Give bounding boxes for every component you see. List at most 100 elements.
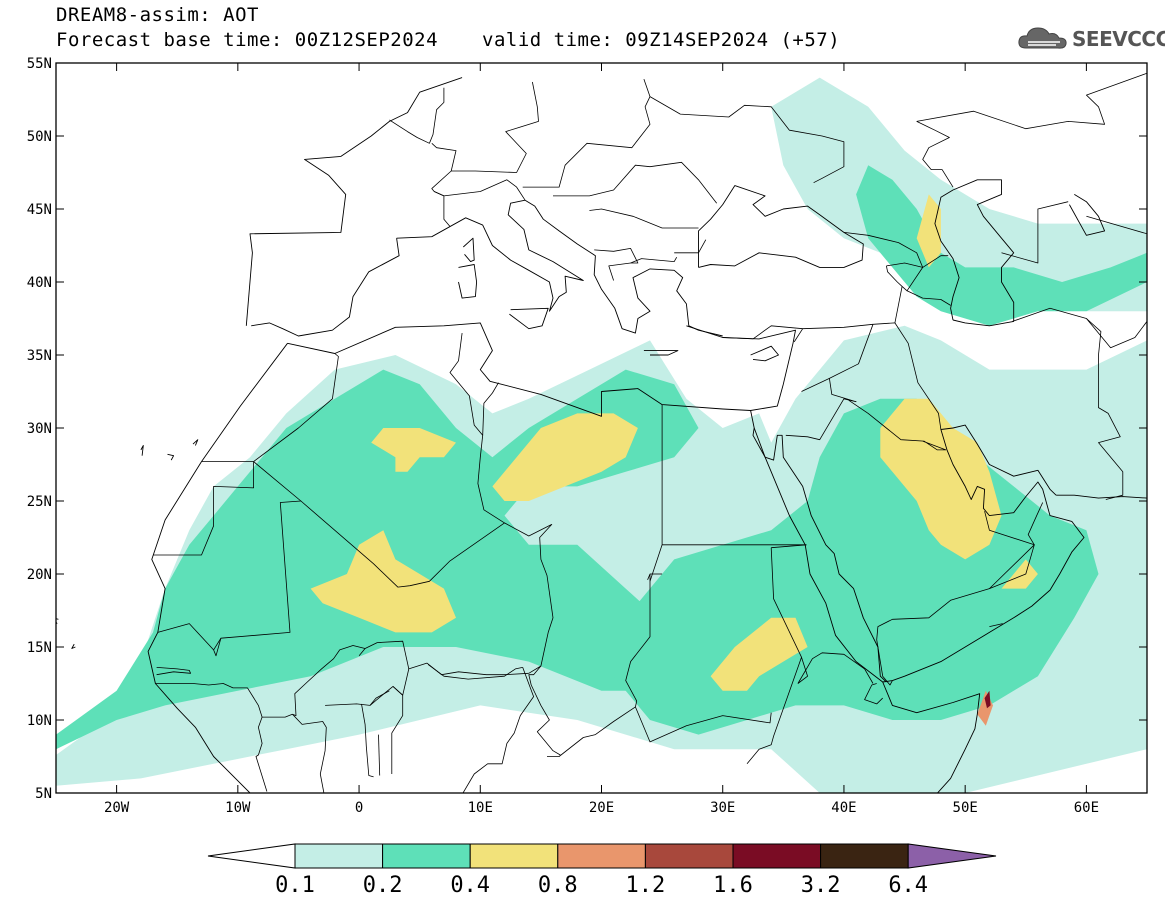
country-border: [361, 703, 374, 778]
country-borders: [153, 72, 1147, 793]
coastlines: [56, 77, 1147, 793]
country-border: [157, 623, 214, 651]
country-border: [801, 378, 830, 392]
colorbar-low-triangle: [207, 843, 296, 869]
country-border: [369, 662, 529, 706]
coastline: [167, 453, 175, 461]
colorbar-label: 1.2: [626, 873, 666, 898]
lon-tick-label: 0: [355, 800, 363, 816]
logo-text: SEEVCCC: [1072, 27, 1165, 51]
coastline: [251, 238, 400, 337]
coastline: [750, 410, 1085, 683]
aot-region-c04: [1001, 559, 1038, 589]
lon-tick-label: 20W: [104, 800, 130, 816]
country-border: [449, 333, 505, 524]
lon-tick-label: 40E: [831, 800, 856, 816]
coastline: [952, 424, 1057, 496]
country-border: [793, 323, 874, 343]
coastline: [140, 445, 144, 456]
lat-tick-label: 45N: [27, 202, 52, 218]
country-border: [378, 734, 381, 776]
lat-tick-label: 55N: [27, 56, 52, 72]
country-border: [255, 716, 268, 792]
country-border: [1086, 318, 1147, 349]
country-border: [292, 713, 327, 793]
country-border: [594, 247, 639, 281]
country-border: [358, 640, 410, 669]
country-border: [153, 461, 255, 556]
coastline: [458, 264, 478, 299]
country-border: [547, 706, 636, 757]
coastline: [147, 343, 288, 793]
coastline: [882, 681, 981, 793]
lat-tick-label: 25N: [27, 494, 52, 510]
aot-region-c04: [880, 398, 1002, 560]
coastline: [462, 237, 475, 263]
lat-tick-label: 50N: [27, 129, 52, 145]
country-border: [155, 683, 293, 718]
colorbar-high-triangle: [907, 843, 997, 869]
country-border: [797, 652, 874, 684]
lon-tick-label: 10W: [225, 800, 251, 816]
country-border: [785, 322, 942, 441]
coastline: [192, 439, 199, 446]
country-border: [864, 683, 883, 705]
country-border: [886, 262, 924, 292]
cloud-icon: [1018, 27, 1067, 49]
aot-region-c16: [984, 690, 991, 709]
colorbar-label: 6.4: [888, 873, 928, 898]
country-border: [451, 81, 539, 173]
country-border: [431, 143, 457, 227]
country-border: [906, 290, 951, 306]
forecast-base-time: Forecast base time: 00Z12SEP2024: [56, 29, 439, 51]
lat-tick-label: 5N: [35, 786, 52, 802]
coastline: [934, 179, 1015, 327]
valid-time: valid time: 09Z14SEP2024 (+57): [482, 29, 841, 51]
forecast-times: Forecast base time: 00Z12SEP2024 valid ti…: [56, 29, 840, 51]
coastline: [396, 199, 584, 312]
colorbar-label: 0.2: [363, 873, 403, 898]
country-border: [389, 87, 445, 144]
country-border: [876, 502, 1044, 686]
lat-tick-label: 30N: [27, 421, 52, 437]
country-border: [1086, 215, 1147, 235]
lon-tick-label: 50E: [953, 800, 978, 816]
lon-tick-label: 30E: [710, 800, 735, 816]
aot-region-c04: [492, 413, 638, 501]
colorbar-segment: [382, 843, 471, 869]
coastline: [1056, 494, 1147, 499]
colorbar-segment: [732, 843, 822, 869]
colorbar-label: 0.8: [538, 873, 578, 898]
country-border: [434, 179, 526, 201]
country-border: [843, 232, 949, 268]
coastline: [750, 345, 779, 362]
lat-tick-label: 35N: [27, 348, 52, 364]
aot-region-c04: [710, 617, 808, 691]
coastline: [287, 322, 796, 417]
colorbar-segment: [469, 843, 559, 869]
country-border: [746, 657, 802, 765]
country-border: [325, 690, 390, 706]
country-border: [292, 645, 366, 716]
coastline: [1069, 194, 1106, 236]
country-border: [522, 78, 651, 188]
aot-region-c04: [371, 428, 456, 472]
coastline: [509, 307, 549, 330]
lat-tick-label: 10N: [27, 713, 52, 729]
colorbar-label: 0.1: [275, 873, 315, 898]
country-border: [1001, 201, 1069, 264]
lat-tick-label: 40N: [27, 275, 52, 291]
latitude-axis: 55N 50N 45N 40N 35N 30N 25N 20N 15N 10N 5N: [27, 56, 1147, 802]
lon-tick-label: 10E: [468, 800, 493, 816]
colorbar-segment: [294, 843, 384, 869]
country-border: [253, 353, 339, 462]
country-border: [1012, 307, 1124, 500]
country-border: [482, 382, 499, 436]
colorbar: 0.1 0.2 0.4 0.8 1.2 1.6 3.2 6.4: [207, 843, 997, 898]
coastline: [698, 185, 864, 268]
lon-tick-label: 20E: [589, 800, 614, 816]
country-border: [989, 623, 1003, 627]
aot-contour-fields: [56, 77, 1147, 793]
country-border: [848, 399, 947, 451]
coastline: [753, 427, 887, 683]
